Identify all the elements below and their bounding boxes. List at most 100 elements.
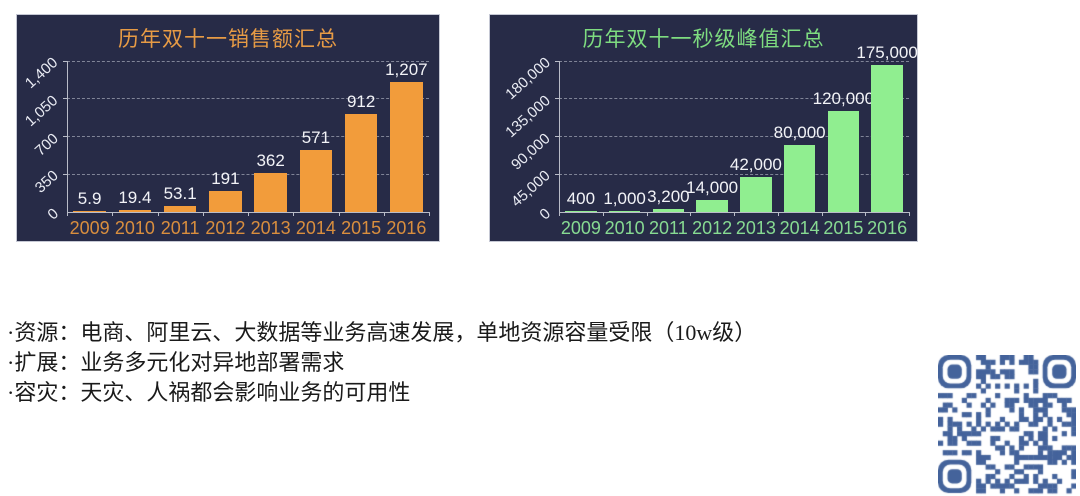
x-tick-mark xyxy=(690,212,692,216)
y-tick-mark xyxy=(63,60,67,62)
bar-2012 xyxy=(209,191,242,212)
x-tick-mark xyxy=(865,212,867,216)
x-tick-mark xyxy=(338,212,340,216)
bar-value-label: 120,000 xyxy=(812,89,875,109)
x-axis-label: 2009 xyxy=(560,218,601,238)
bullet-list: ·资源：电商、阿里云、大数据等业务高速发展，单地资源容量受限（10w级） ·扩展… xyxy=(7,318,756,408)
bar-2013 xyxy=(254,172,287,212)
bar-2015 xyxy=(344,113,378,212)
bar-2014 xyxy=(299,150,333,212)
sales-chart-title: 历年双十一销售额汇总 xyxy=(118,28,338,51)
bar-value-label: 14,000 xyxy=(686,178,739,198)
bar-2016 xyxy=(390,81,423,212)
bar-value-label: 400 xyxy=(566,188,596,208)
y-axis-line xyxy=(67,61,68,212)
y-tick-mark xyxy=(555,60,559,62)
x-axis-label: 2014 xyxy=(295,218,336,238)
x-tick-mark xyxy=(202,212,204,216)
x-tick-mark xyxy=(777,212,779,216)
y-tick-label: 1,400 xyxy=(22,54,62,92)
x-axis-label: 2013 xyxy=(735,218,776,238)
y-tick-mark xyxy=(555,98,559,100)
x-axis-label: 2010 xyxy=(114,218,155,238)
gridline xyxy=(67,98,429,100)
bar-2009 xyxy=(565,210,597,212)
bar-2010 xyxy=(608,210,641,212)
x-tick-mark xyxy=(383,212,385,216)
gridline xyxy=(559,136,909,137)
gridline xyxy=(67,173,429,175)
bullet-item-expansion: ·扩展：业务多元化对异地部署需求 xyxy=(7,350,345,375)
x-axis-label: 2014 xyxy=(779,218,820,238)
bar-2013 xyxy=(740,176,772,212)
bar-value-label: 53.1 xyxy=(163,184,197,204)
bar-value-label: 191 xyxy=(211,169,240,189)
bar-value-label: 362 xyxy=(256,150,285,170)
bar-value-label: 1,000 xyxy=(603,188,646,208)
bar-value-label: 912 xyxy=(346,91,376,111)
x-axis-label: 2015 xyxy=(341,218,382,238)
gridline xyxy=(67,136,429,137)
x-axis-line xyxy=(559,212,909,213)
x-tick-mark xyxy=(602,212,604,216)
gridline xyxy=(559,98,909,100)
x-tick-mark xyxy=(248,212,249,216)
bar-2015 xyxy=(827,111,860,212)
x-axis-label: 2009 xyxy=(69,218,110,238)
x-tick-mark xyxy=(909,212,910,216)
peak-chart-title: 历年双十一秒级峰值汇总 xyxy=(582,28,825,51)
bar-value-label: 42,000 xyxy=(729,154,782,174)
bar-value-label: 19.4 xyxy=(118,187,152,207)
x-tick-mark xyxy=(559,212,560,216)
bar-value-label: 80,000 xyxy=(773,122,826,142)
y-tick-mark xyxy=(63,173,67,175)
sales-chart-panel: 历年双十一销售额汇总 0 350 700 1,050 1,400 5.9 2009 19.4 2… xyxy=(16,14,440,242)
x-axis-label: 2012 xyxy=(205,218,246,238)
x-axis-label: 2012 xyxy=(692,218,733,238)
y-tick-mark xyxy=(555,136,559,137)
y-axis-line xyxy=(559,61,560,212)
x-axis-label: 2011 xyxy=(160,218,200,238)
x-tick-mark xyxy=(821,212,823,216)
bar-2014 xyxy=(783,144,816,212)
x-axis-label: 2015 xyxy=(823,218,864,238)
qr-code xyxy=(938,355,1076,496)
gridline xyxy=(559,60,909,62)
x-tick-mark xyxy=(112,212,114,216)
x-axis-line xyxy=(67,212,429,213)
bar-value-label: 1,207 xyxy=(385,59,428,79)
x-tick-mark xyxy=(646,212,648,216)
bullet-item-disaster: ·容灾：天灾、人祸都会影响业务的可用性 xyxy=(7,380,411,405)
bar-2016 xyxy=(871,65,903,212)
x-tick-mark xyxy=(293,212,295,216)
x-axis-label: 2010 xyxy=(604,218,645,238)
bar-value-label: 571 xyxy=(301,128,331,148)
bar-2010 xyxy=(118,209,152,212)
bar-value-label: 5.9 xyxy=(77,188,102,208)
y-tick-mark xyxy=(555,173,559,175)
x-tick-mark xyxy=(67,212,68,216)
x-tick-mark xyxy=(429,212,430,216)
y-tick-label: 700 xyxy=(31,129,62,160)
bar-2012 xyxy=(696,200,728,212)
bar-value-label: 3,200 xyxy=(647,187,690,207)
x-tick-mark xyxy=(734,212,735,216)
x-axis-label: 2013 xyxy=(250,218,291,238)
bar-value-label: 175,000 xyxy=(856,43,918,63)
sales-plot-area: 0 350 700 1,050 1,400 5.9 2009 19.4 2010 53.1 2011… xyxy=(17,15,439,241)
y-tick-mark xyxy=(63,98,67,100)
gridline xyxy=(67,60,429,62)
gridline xyxy=(559,173,909,175)
peak-chart-panel: 历年双十一秒级峰值汇总 0 45,000 90,000 135,000 180,000 4… xyxy=(489,14,918,242)
bar-2009 xyxy=(73,210,106,212)
bar-2011 xyxy=(652,209,685,212)
peak-plot-area: 0 45,000 90,000 135,000 180,000 400 2009 1,000 2… xyxy=(490,15,918,241)
x-axis-label: 2016 xyxy=(867,218,908,238)
x-axis-label: 2011 xyxy=(649,218,688,238)
x-tick-mark xyxy=(157,212,159,216)
bar-2011 xyxy=(163,206,197,212)
y-tick-label: 1,050 xyxy=(22,91,62,130)
x-axis-label: 2016 xyxy=(386,218,427,238)
bullet-item-resource: ·资源：电商、阿里云、大数据等业务高速发展，单地资源容量受限（10w级） xyxy=(7,320,757,345)
y-tick-mark xyxy=(63,136,67,137)
